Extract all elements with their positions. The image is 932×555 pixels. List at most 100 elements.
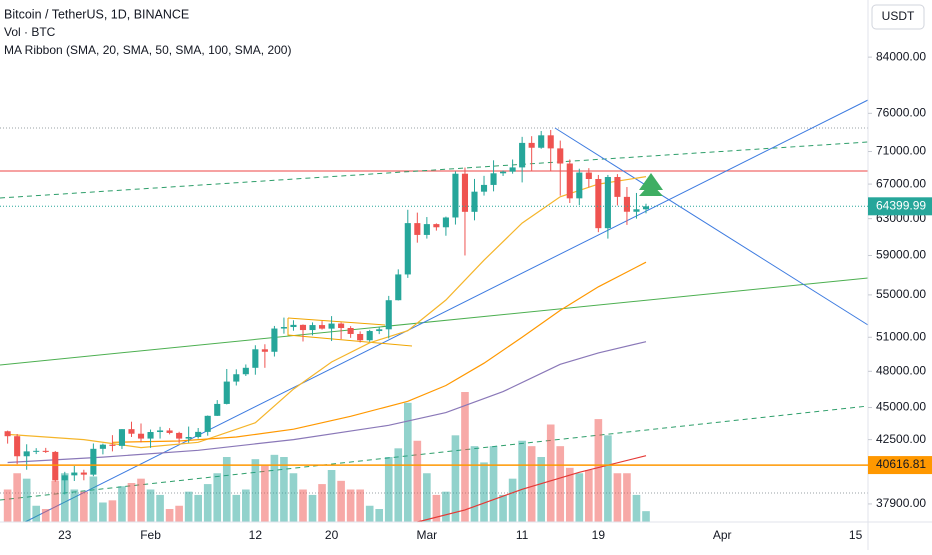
- currency-button[interactable]: [871, 4, 925, 30]
- volume-bar: [41, 509, 50, 522]
- candle-body: [309, 325, 316, 331]
- volume-bar: [537, 457, 546, 522]
- candle-body: [385, 300, 392, 330]
- candle-body: [109, 444, 116, 446]
- candle-body: [471, 191, 478, 212]
- candle-body: [404, 223, 411, 275]
- volume-layer: [3, 392, 650, 522]
- volume-bar: [613, 473, 622, 522]
- volume-bar: [346, 489, 355, 522]
- candle-body: [338, 323, 345, 328]
- axis-layer: 84000.0076000.0071000.0067000.0063000.00…: [58, 49, 926, 542]
- candle-body: [61, 475, 68, 481]
- y-tick-label: 55000.00: [876, 287, 926, 301]
- ma-legend: MA Ribbon (SMA, 20, SMA, 50, SMA, 100, S…: [4, 43, 291, 57]
- volume-bar: [165, 509, 174, 522]
- candle-body: [118, 429, 126, 446]
- y-tick-label: 37900.00: [876, 496, 926, 510]
- volume-bar: [299, 489, 307, 522]
- candle-body: [519, 142, 526, 168]
- volume-bar: [70, 489, 79, 522]
- candle-body: [500, 171, 507, 174]
- candle-body: [23, 451, 30, 457]
- candle-body: [90, 448, 97, 475]
- volume-bar: [184, 491, 193, 522]
- candle-body: [414, 223, 421, 235]
- volume-bar: [461, 392, 469, 522]
- y-tick-label: 76000.00: [876, 105, 926, 119]
- x-tick-label: 11: [516, 528, 529, 542]
- volume-bar: [327, 470, 336, 522]
- volume-bar: [22, 478, 31, 522]
- candle-body: [623, 196, 630, 212]
- candle-body: [166, 430, 173, 433]
- ma-line: [112, 261, 647, 443]
- candle-body: [290, 324, 297, 328]
- volume-bar: [60, 473, 69, 522]
- candle-body: [242, 367, 249, 375]
- volume-bar: [80, 491, 88, 522]
- volume-bar: [308, 494, 317, 522]
- candle-body: [42, 450, 49, 452]
- candle-body: [423, 224, 430, 235]
- candle-body: [214, 403, 221, 416]
- y-tick-label: 67000.00: [876, 176, 926, 190]
- volume-bar: [480, 462, 488, 522]
- candle-body: [157, 430, 164, 433]
- volume-bar: [146, 489, 155, 522]
- y-tick-label: 42500.00: [876, 432, 926, 446]
- volume-bar: [546, 424, 555, 522]
- candle-body: [366, 331, 373, 341]
- volume-bar: [194, 494, 202, 522]
- volume-bar: [423, 473, 431, 522]
- volume-bar: [384, 457, 393, 522]
- candle-body: [33, 450, 40, 452]
- candle-body: [71, 472, 78, 476]
- candle-body: [99, 444, 106, 449]
- candle-body: [195, 431, 202, 437]
- x-tick-label: 12: [249, 528, 263, 542]
- trend-line: [24, 99, 869, 523]
- volume-bar: [280, 457, 288, 522]
- y-tick-label: 51000.00: [876, 329, 926, 343]
- volume-bar: [270, 454, 279, 522]
- candle-body: [347, 327, 354, 334]
- volume-bar: [403, 402, 412, 522]
- volume-bar: [242, 489, 250, 522]
- candle-body: [642, 206, 650, 210]
- volume-bar: [213, 473, 222, 522]
- ma-line: [417, 455, 647, 523]
- volume-bar: [137, 478, 145, 522]
- candle-body: [52, 451, 59, 481]
- channel-line: [0, 141, 869, 199]
- volume-bar: [32, 505, 41, 522]
- candle-body: [299, 324, 307, 331]
- volume-bar: [375, 509, 384, 522]
- volume-bar: [575, 473, 584, 522]
- symbol-title: Bitcoin / TetherUS, 1D, BINANCE: [4, 7, 189, 21]
- volume-bar: [489, 446, 498, 522]
- y-tick-label: 71000.00: [876, 144, 926, 158]
- volume-bar: [289, 473, 298, 522]
- candle-body: [4, 431, 11, 437]
- last-price-label: 64399.99: [876, 198, 926, 212]
- candle-body: [223, 381, 230, 404]
- volume-bar: [261, 465, 269, 522]
- candle-body: [585, 172, 592, 179]
- volume-bar: [442, 491, 450, 522]
- pennant-line: [287, 317, 386, 326]
- candle-body: [128, 429, 135, 434]
- volume-bar: [3, 489, 12, 522]
- volume-bar: [108, 500, 117, 522]
- price-badge: [868, 456, 932, 475]
- volume-bar: [470, 446, 479, 522]
- x-tick-label: 23: [58, 528, 72, 542]
- volume-bar: [451, 435, 460, 522]
- ma-line: [7, 341, 647, 464]
- y-tick-label: 84000.00: [876, 49, 926, 63]
- volume-bar: [175, 505, 183, 522]
- y-tick-label: 48000.00: [876, 363, 926, 377]
- volume-legend: Vol · BTC: [4, 25, 56, 39]
- candle-body: [633, 209, 640, 212]
